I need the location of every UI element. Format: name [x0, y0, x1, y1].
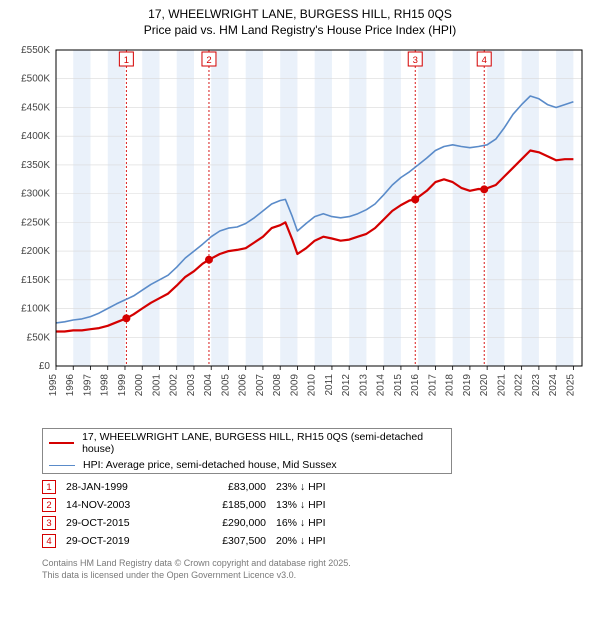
svg-text:£550K: £550K	[21, 45, 50, 56]
event-marker-box: 1	[42, 480, 56, 494]
svg-text:2007: 2007	[255, 374, 266, 397]
legend-label: 17, WHEELWRIGHT LANE, BURGESS HILL, RH15…	[82, 431, 445, 455]
svg-text:2012: 2012	[341, 374, 352, 397]
event-row: 4 29-OCT-2019 £307,500 20% ↓ HPI	[42, 532, 592, 550]
svg-text:1996: 1996	[65, 374, 76, 397]
footnote-line-1: Contains HM Land Registry data © Crown c…	[42, 558, 592, 570]
svg-text:£350K: £350K	[21, 160, 50, 171]
svg-text:1: 1	[124, 55, 129, 66]
event-note: 13% ↓ HPI	[276, 499, 361, 511]
svg-text:2: 2	[206, 55, 211, 66]
legend-swatch	[49, 442, 74, 444]
svg-text:1995: 1995	[48, 374, 59, 397]
svg-text:2021: 2021	[496, 374, 507, 397]
svg-text:2010: 2010	[307, 374, 318, 397]
title-line-1: 17, WHEELWRIGHT LANE, BURGESS HILL, RH15…	[8, 6, 592, 22]
event-row: 1 28-JAN-1999 £83,000 23% ↓ HPI	[42, 478, 592, 496]
footnote: Contains HM Land Registry data © Crown c…	[42, 558, 592, 581]
svg-text:£500K: £500K	[21, 74, 50, 85]
legend-label: HPI: Average price, semi-detached house,…	[83, 459, 337, 471]
svg-text:2018: 2018	[445, 374, 456, 397]
svg-text:1998: 1998	[100, 374, 111, 397]
svg-text:2020: 2020	[479, 374, 490, 397]
svg-text:2011: 2011	[324, 374, 335, 396]
svg-text:2002: 2002	[169, 374, 180, 397]
svg-text:2000: 2000	[134, 374, 145, 397]
svg-text:£250K: £250K	[21, 218, 50, 229]
svg-text:£150K: £150K	[21, 275, 50, 286]
svg-text:2023: 2023	[531, 374, 542, 397]
svg-text:2008: 2008	[272, 374, 283, 397]
footnote-line-2: This data is licensed under the Open Gov…	[42, 570, 592, 582]
svg-text:2015: 2015	[393, 374, 404, 397]
event-date: 29-OCT-2019	[66, 535, 176, 547]
svg-text:£50K: £50K	[27, 333, 51, 344]
event-row: 3 29-OCT-2015 £290,000 16% ↓ HPI	[42, 514, 592, 532]
svg-text:4: 4	[482, 55, 487, 66]
event-note: 23% ↓ HPI	[276, 481, 361, 493]
svg-text:2024: 2024	[548, 374, 559, 397]
svg-text:1997: 1997	[82, 374, 93, 397]
svg-text:2025: 2025	[565, 374, 576, 397]
svg-text:£300K: £300K	[21, 189, 50, 200]
event-marker-box: 4	[42, 534, 56, 548]
svg-text:£450K: £450K	[21, 103, 50, 114]
legend-item: HPI: Average price, semi-detached house,…	[43, 457, 451, 473]
svg-text:2013: 2013	[358, 374, 369, 397]
svg-text:2014: 2014	[376, 374, 387, 397]
chart-title: 17, WHEELWRIGHT LANE, BURGESS HILL, RH15…	[8, 6, 592, 38]
svg-text:3: 3	[413, 55, 418, 66]
svg-text:2016: 2016	[410, 374, 421, 397]
title-line-2: Price paid vs. HM Land Registry's House …	[8, 22, 592, 38]
svg-text:2017: 2017	[427, 374, 438, 397]
svg-text:2003: 2003	[186, 374, 197, 397]
svg-text:£200K: £200K	[21, 246, 50, 257]
svg-text:£100K: £100K	[21, 304, 50, 315]
chart-svg: £0 £50K £100K £150K £200K £250K £300K £350K £400…	[8, 42, 588, 422]
svg-text:£400K: £400K	[21, 132, 50, 143]
svg-text:2001: 2001	[151, 374, 162, 397]
event-price: £83,000	[186, 481, 266, 493]
svg-text:2022: 2022	[514, 374, 525, 397]
svg-text:1999: 1999	[117, 374, 128, 397]
event-marker-box: 3	[42, 516, 56, 530]
event-date: 29-OCT-2015	[66, 517, 176, 529]
event-price: £290,000	[186, 517, 266, 529]
svg-text:2005: 2005	[220, 374, 231, 397]
event-row: 2 14-NOV-2003 £185,000 13% ↓ HPI	[42, 496, 592, 514]
svg-text:2006: 2006	[238, 374, 249, 397]
svg-text:£0: £0	[39, 361, 51, 372]
event-date: 28-JAN-1999	[66, 481, 176, 493]
event-date: 14-NOV-2003	[66, 499, 176, 511]
event-price: £307,500	[186, 535, 266, 547]
event-price: £185,000	[186, 499, 266, 511]
price-chart: £0 £50K £100K £150K £200K £250K £300K £350K £400…	[8, 42, 588, 422]
legend-item: 17, WHEELWRIGHT LANE, BURGESS HILL, RH15…	[43, 429, 451, 457]
event-table: 1 28-JAN-1999 £83,000 23% ↓ HPI 2 14-NOV-2003…	[42, 478, 592, 550]
svg-text:2004: 2004	[203, 374, 214, 397]
event-note: 20% ↓ HPI	[276, 535, 361, 547]
event-marker-box: 2	[42, 498, 56, 512]
legend-swatch	[49, 465, 75, 467]
svg-text:2009: 2009	[289, 374, 300, 397]
svg-text:2019: 2019	[462, 374, 473, 397]
event-note: 16% ↓ HPI	[276, 517, 361, 529]
legend: 17, WHEELWRIGHT LANE, BURGESS HILL, RH15…	[42, 428, 452, 474]
